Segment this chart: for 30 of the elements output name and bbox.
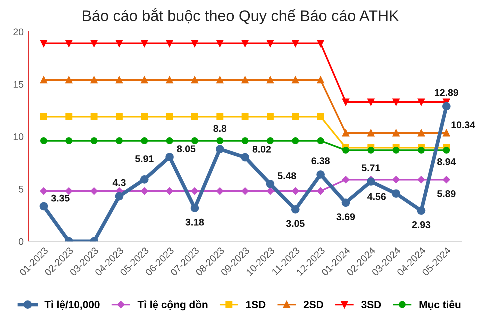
data-label: 8.94: [438, 158, 456, 166]
data-label: 3.35: [51, 194, 70, 202]
data-label: 12.89: [435, 89, 458, 96]
data-label: 8.8: [214, 125, 227, 132]
legend-label: 3SD: [362, 301, 382, 309]
data-label: 5.48: [278, 172, 296, 180]
data-label: 2.93: [412, 222, 431, 228]
data-label: 5.71: [362, 164, 380, 172]
data-label: 3.18: [186, 218, 204, 226]
y-tick-label: 0: [18, 238, 24, 246]
data-label: 8.05: [177, 146, 196, 153]
legend-label: Mục tiêu: [420, 300, 461, 310]
data-label: 10.34: [452, 122, 476, 129]
data-label: 5.89: [438, 190, 456, 198]
data-label: 6.38: [312, 158, 330, 164]
data-label: 5.91: [135, 156, 154, 162]
y-tick-label: 20: [14, 28, 24, 36]
data-label: 8.02: [252, 146, 272, 153]
legend-label: 2SD: [304, 301, 324, 309]
data-label: 4.3: [112, 179, 126, 186]
y-tick-label: 10: [14, 134, 24, 140]
y-tick-label: 5: [18, 186, 24, 193]
legend-label: Tỉ lệ/10,000: [44, 300, 100, 310]
data-label: 3.69: [336, 214, 356, 220]
legend-label: 1SD: [246, 301, 266, 309]
data-label: 3.05: [286, 220, 305, 228]
legend-label: Tỉ lệ cộng dồn: [138, 300, 208, 311]
chart-title: Báo cáo bắt buộc theo Quy chế Báo cáo ATHK: [83, 8, 400, 24]
y-tick-label: 15: [14, 81, 24, 88]
data-label: 4.56: [368, 193, 386, 200]
